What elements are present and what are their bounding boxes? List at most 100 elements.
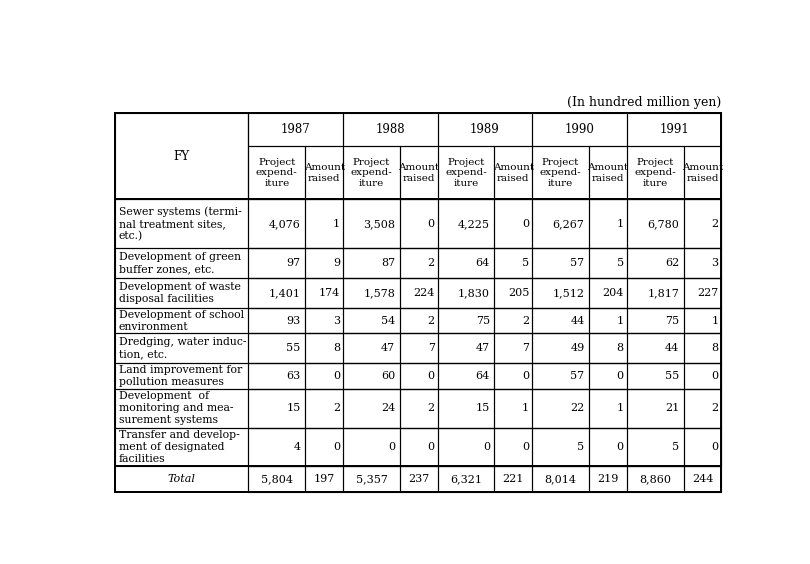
Text: 237: 237: [408, 474, 429, 484]
Text: Project
expend-
iture: Project expend- iture: [539, 157, 582, 188]
Text: 1991: 1991: [659, 124, 689, 136]
Bar: [343, 466, 400, 492]
Text: 1,817: 1,817: [647, 288, 679, 298]
Bar: [684, 278, 722, 308]
Text: 1,401: 1,401: [269, 288, 301, 298]
Text: Amount
raised: Amount raised: [492, 163, 534, 183]
Bar: [494, 278, 532, 308]
Text: 8: 8: [711, 343, 718, 353]
Text: 0: 0: [522, 442, 529, 452]
Bar: [627, 248, 684, 278]
Text: 2: 2: [428, 316, 435, 325]
Text: 1987: 1987: [281, 124, 311, 136]
Text: 1: 1: [333, 219, 340, 229]
Text: 3: 3: [711, 258, 718, 268]
Bar: [343, 248, 400, 278]
Bar: [249, 466, 305, 492]
Bar: [684, 466, 722, 492]
Bar: [437, 428, 494, 466]
Bar: [684, 146, 722, 199]
Bar: [115, 363, 722, 389]
Bar: [400, 428, 437, 466]
Bar: [249, 248, 305, 278]
Bar: [343, 389, 400, 428]
Bar: [400, 333, 437, 363]
Text: 2: 2: [522, 316, 529, 325]
Text: 221: 221: [503, 474, 524, 484]
Text: Amount
raised: Amount raised: [399, 163, 439, 183]
Bar: [249, 308, 305, 333]
Bar: [589, 199, 627, 248]
Text: 63: 63: [287, 371, 301, 381]
Bar: [115, 308, 722, 333]
Text: Development of green
buffer zones, etc.: Development of green buffer zones, etc.: [119, 252, 241, 274]
Bar: [627, 389, 684, 428]
Text: Development of school
environment: Development of school environment: [119, 310, 244, 332]
Bar: [305, 278, 343, 308]
Bar: [400, 363, 437, 389]
Bar: [115, 199, 722, 248]
Text: 5: 5: [672, 442, 679, 452]
Text: Dredging, water induc-
tion, etc.: Dredging, water induc- tion, etc.: [119, 337, 246, 359]
Text: 55: 55: [287, 343, 301, 353]
Text: 7: 7: [522, 343, 529, 353]
Bar: [343, 428, 400, 466]
Bar: [627, 308, 684, 333]
Text: 2: 2: [428, 258, 435, 268]
Bar: [305, 146, 343, 199]
Bar: [400, 389, 437, 428]
Text: 15: 15: [475, 403, 490, 413]
Bar: [115, 428, 722, 466]
Text: 0: 0: [333, 442, 340, 452]
Text: (In hundred million yen): (In hundred million yen): [567, 96, 722, 109]
Text: 9: 9: [333, 258, 340, 268]
Text: 0: 0: [388, 442, 395, 452]
Bar: [343, 308, 400, 333]
Bar: [115, 113, 722, 492]
Bar: [589, 308, 627, 333]
Text: 0: 0: [522, 219, 529, 229]
Text: 1: 1: [522, 403, 529, 413]
Bar: [532, 278, 589, 308]
Bar: [305, 363, 343, 389]
Text: 24: 24: [381, 403, 395, 413]
Bar: [343, 199, 400, 248]
Text: 6,780: 6,780: [647, 219, 679, 229]
Text: 5: 5: [616, 258, 624, 268]
Bar: [532, 113, 627, 146]
Text: 197: 197: [313, 474, 335, 484]
Text: 75: 75: [475, 316, 490, 325]
Text: 227: 227: [697, 288, 718, 298]
Text: 4,076: 4,076: [269, 219, 301, 229]
Bar: [627, 428, 684, 466]
Text: Land improvement for
pollution measures: Land improvement for pollution measures: [119, 365, 242, 387]
Bar: [115, 113, 722, 199]
Bar: [249, 146, 305, 199]
Bar: [627, 363, 684, 389]
Bar: [532, 146, 589, 199]
Text: Project
expend-
iture: Project expend- iture: [351, 157, 392, 188]
Text: Development  of
monitoring and mea-
surement systems: Development of monitoring and mea- surem…: [119, 391, 233, 425]
Bar: [589, 466, 627, 492]
Bar: [305, 466, 343, 492]
Text: 7: 7: [428, 343, 435, 353]
Bar: [437, 278, 494, 308]
Bar: [437, 389, 494, 428]
Bar: [305, 428, 343, 466]
Bar: [627, 146, 684, 199]
Bar: [305, 248, 343, 278]
Text: 174: 174: [319, 288, 340, 298]
Text: 8,014: 8,014: [544, 474, 577, 484]
Text: 6,321: 6,321: [450, 474, 482, 484]
Text: 2: 2: [428, 403, 435, 413]
Bar: [494, 146, 532, 199]
Text: 1990: 1990: [565, 124, 595, 136]
Text: 8,860: 8,860: [639, 474, 671, 484]
Text: Amount
raised: Amount raised: [587, 163, 629, 183]
Bar: [437, 113, 532, 146]
Bar: [627, 466, 684, 492]
Text: 57: 57: [570, 371, 585, 381]
Bar: [343, 363, 400, 389]
Text: 93: 93: [287, 316, 301, 325]
Text: Total: Total: [168, 474, 196, 484]
